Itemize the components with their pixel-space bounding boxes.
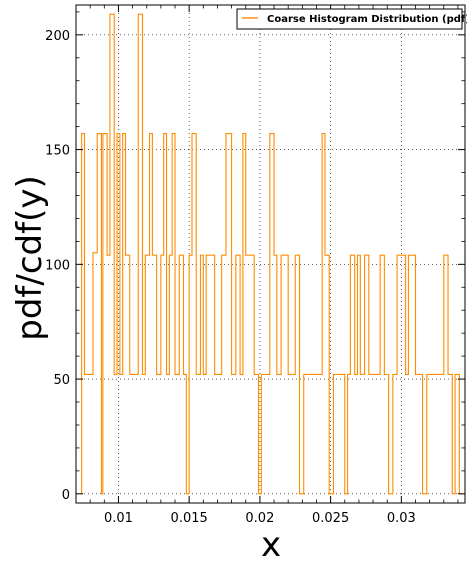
tick-layer: 0.01 0.015 0.02 0.025 0.03 0 50 100 150 200	[45, 5, 465, 526]
x-tick-label: 0.03	[387, 511, 416, 526]
label-layer: x pdf/cdf(y)	[10, 175, 281, 564]
x-tick-label: 0.025	[312, 511, 349, 526]
x-tick-label: 0.01	[104, 511, 133, 526]
y-tick-label: 100	[45, 258, 70, 273]
x-tick-label: 0.015	[171, 511, 208, 526]
y-axis-label: pdf/cdf(y)	[10, 175, 50, 340]
y-tick-label: 150	[45, 144, 70, 159]
grid-layer	[76, 5, 465, 503]
plot-frame	[75, 4, 466, 504]
series-line-coarse-histogram	[81, 13, 463, 495]
y-tick-label: 0	[62, 488, 70, 503]
series-layer	[81, 13, 463, 495]
x-axis-label: x	[261, 525, 281, 564]
legend-box	[236, 8, 463, 30]
y-tick-label: 200	[45, 29, 70, 44]
legend: Coarse Histogram Distribution (pdf)	[236, 8, 467, 30]
y-tick-label: 50	[53, 373, 70, 388]
legend-label-coarse-histogram: Coarse Histogram Distribution (pdf)	[267, 14, 467, 25]
x-tick-label: 0.02	[245, 511, 274, 526]
